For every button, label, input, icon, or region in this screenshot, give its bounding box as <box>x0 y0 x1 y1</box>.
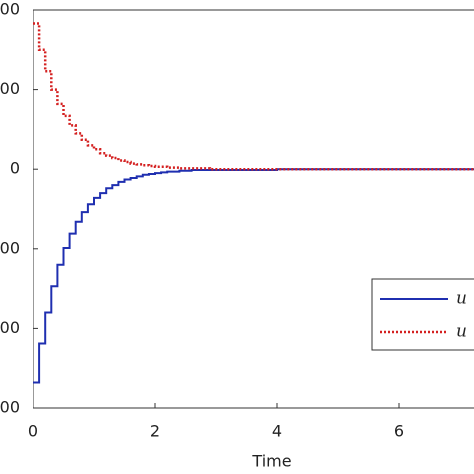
y-tick-label: 00 <box>0 79 20 98</box>
y-tick-label: 00 <box>0 398 20 417</box>
y-tick-label: 00 <box>0 318 20 337</box>
x-tick-label: 4 <box>272 422 282 441</box>
y-tick-label: 0 <box>10 159 20 178</box>
y-tick-label: 00 <box>0 0 20 19</box>
series-line <box>33 168 474 384</box>
y-tick-label: 00 <box>0 238 20 257</box>
series-line <box>33 22 474 171</box>
legend-label: u <box>456 289 467 309</box>
x-tick-label: 2 <box>150 422 160 441</box>
legend-label: u <box>456 322 467 342</box>
plot-area <box>33 9 474 409</box>
x-tick-label: 6 <box>394 422 404 441</box>
legend: uu <box>371 278 474 351</box>
legend-box <box>371 278 474 351</box>
x-axis-label: Time <box>251 452 291 471</box>
x-tick-label: 0 <box>28 422 38 441</box>
